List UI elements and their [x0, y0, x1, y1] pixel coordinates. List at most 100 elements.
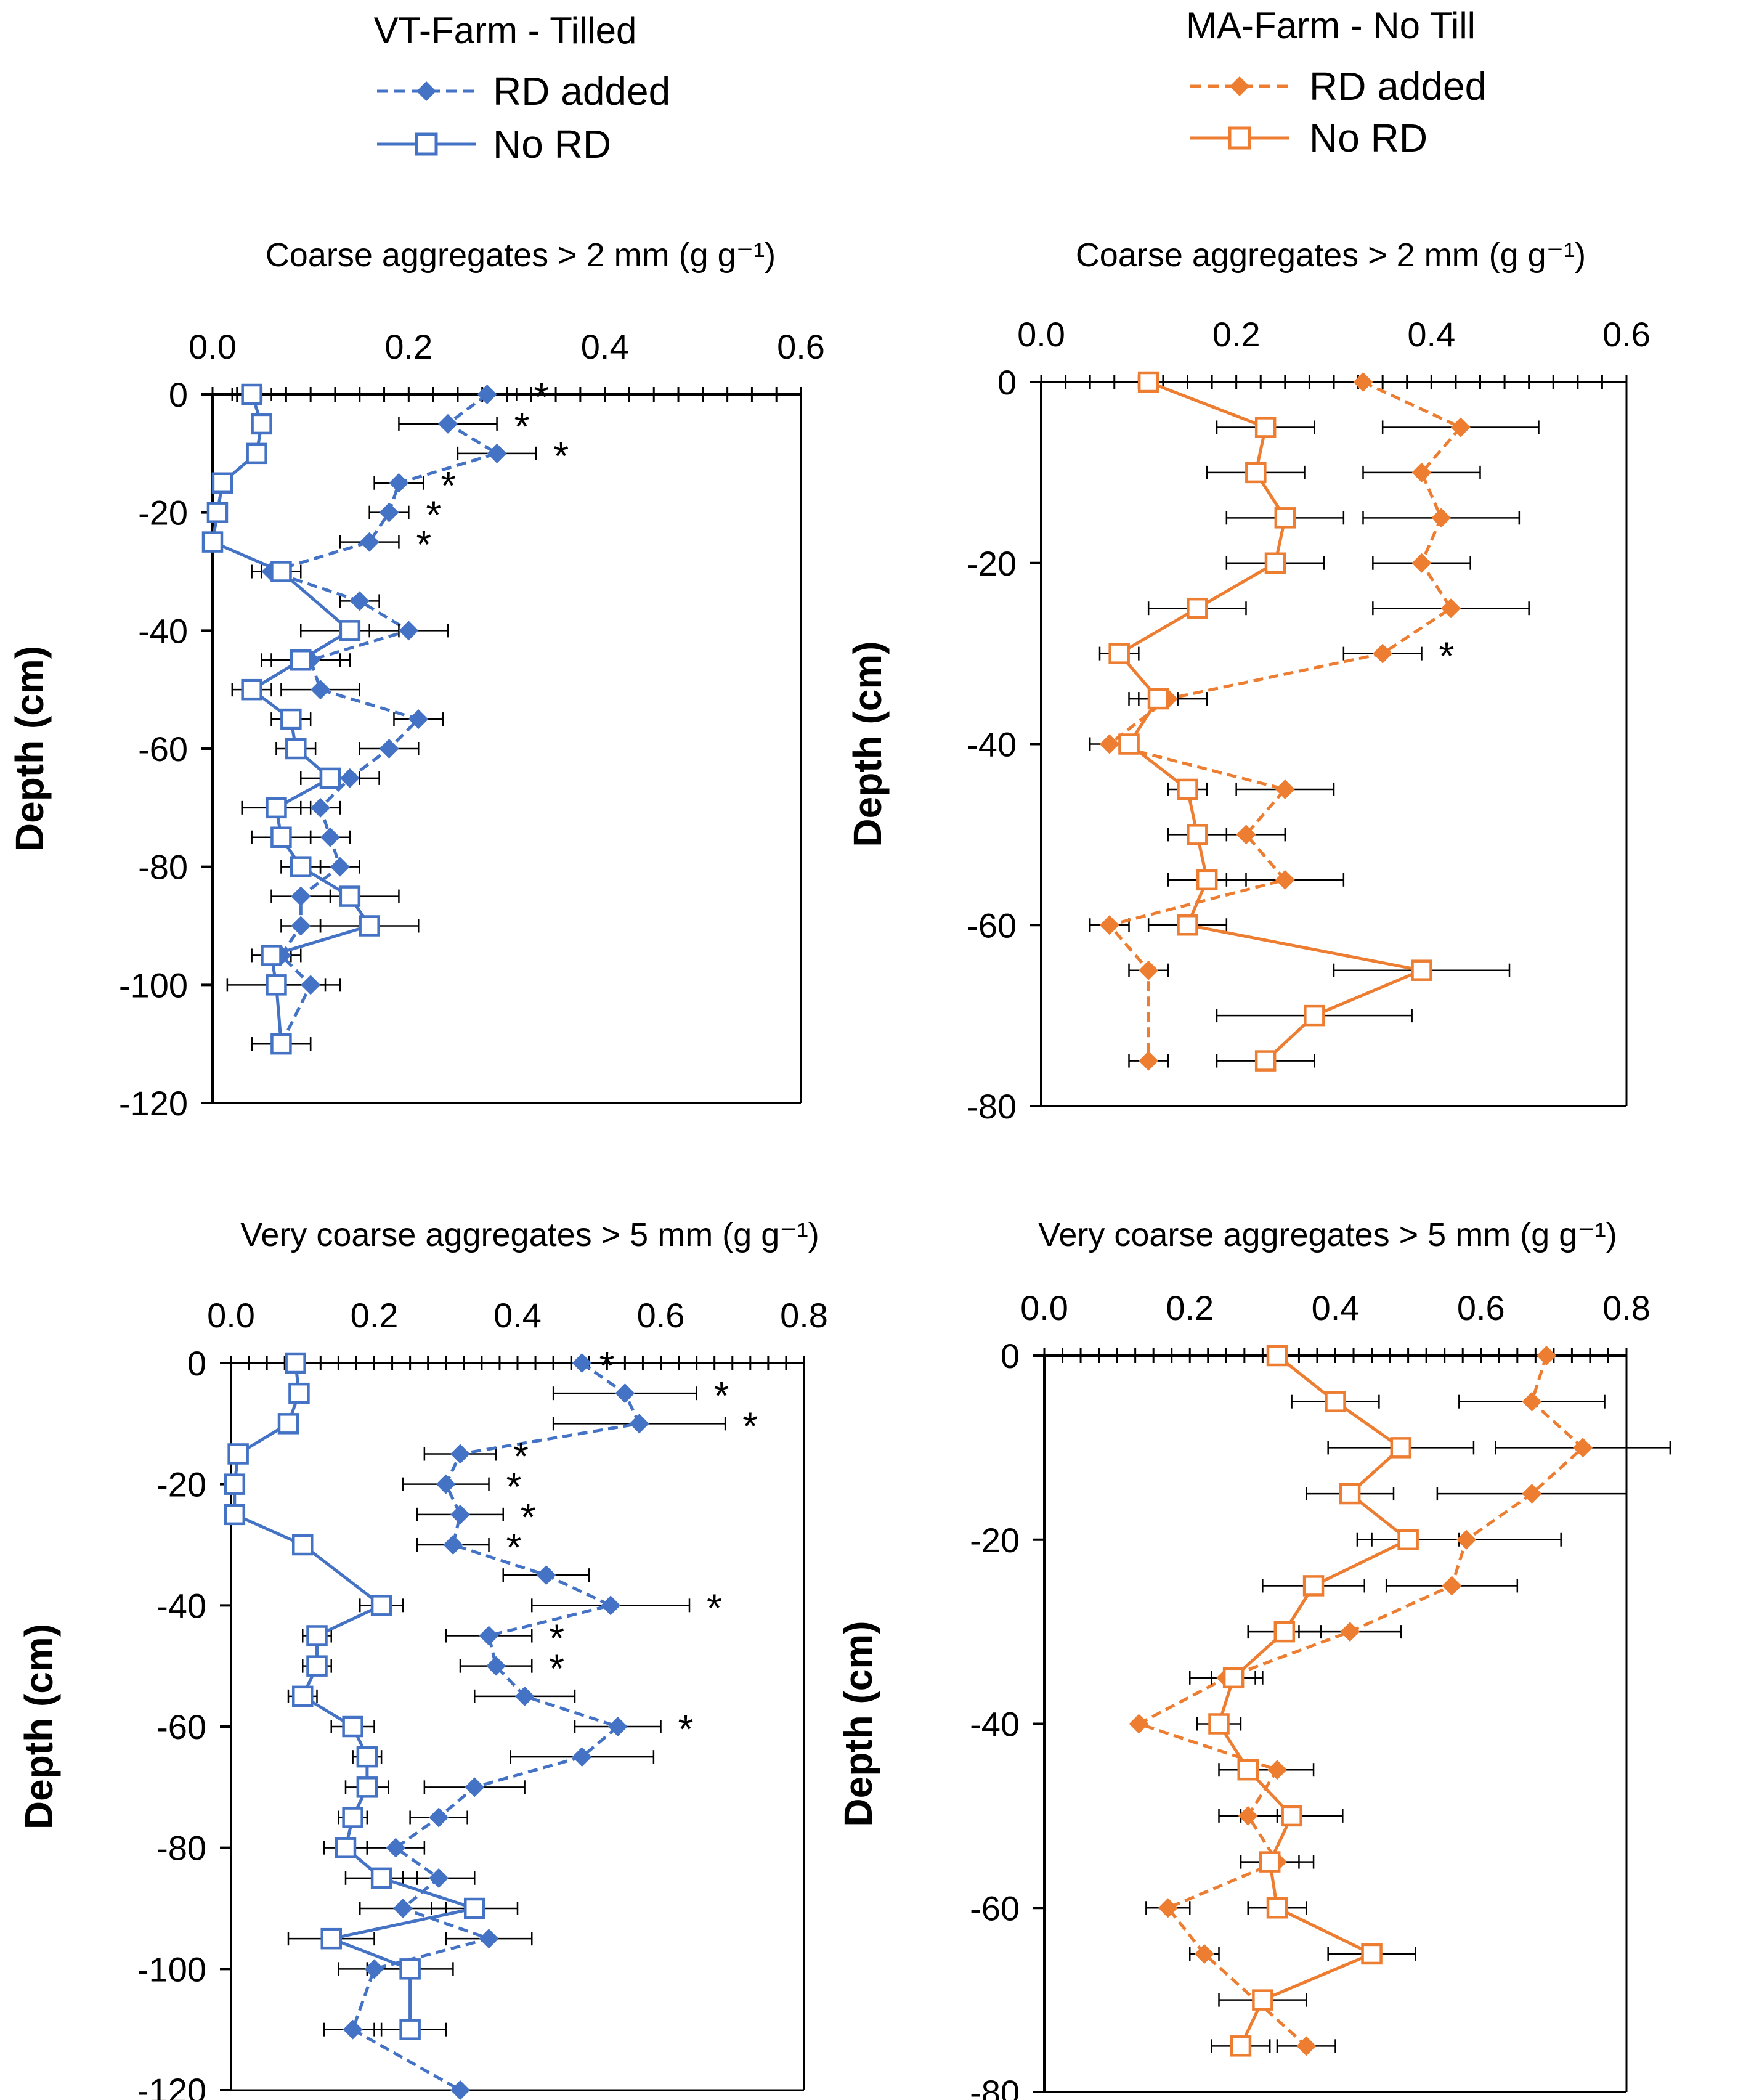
vt-coarse-no-rd-point: [290, 856, 312, 877]
ma-very-coarse-x-tick-label: 0.0: [1020, 1288, 1068, 1327]
ma-coarse-no-rd-point: [1118, 733, 1140, 755]
vt-very-coarse-y-tick-label: 0: [187, 1344, 206, 1383]
vt-coarse-rd-added-point: [291, 886, 311, 906]
vt-coarse-no-rd-point: [201, 531, 224, 553]
vt-very-coarse-y-tick-label: -80: [156, 1829, 206, 1868]
ma-very-coarse-x-tick-label: 0.4: [1312, 1288, 1360, 1327]
vt-coarse-no-rd-point: [206, 502, 229, 523]
vt-legend: RD added No RD: [377, 69, 670, 166]
vt-coarse-x-tick-label: 0.2: [384, 327, 432, 366]
vt-coarse-no-rd-point: [261, 945, 282, 966]
vt-very-coarse-x-tick-label: 0.2: [351, 1296, 399, 1335]
vt-coarse-y-tick-label: -20: [138, 494, 188, 532]
ma-coarse-no-rd-point: [1254, 1050, 1277, 1072]
vt-very-coarse-no-rd-point: [464, 1897, 485, 1919]
vt-very-coarse-significance-star: *: [599, 1343, 615, 1388]
vt-very-coarse-rd-added-point: [514, 1686, 535, 1706]
vt-farm-title: VT-Farm - Tilled: [374, 10, 637, 51]
vt-legend-diamond-marker: [416, 81, 436, 101]
vt-very-coarse-rd-added-point: [572, 1353, 592, 1373]
ma-very-coarse-rd-added-point: [1537, 1346, 1557, 1365]
ma-coarse-rd-added-point: [1139, 960, 1159, 980]
ma-very-coarse-y-tick-label: 0: [1001, 1337, 1020, 1375]
vt-very-coarse-no-rd-point: [399, 2019, 421, 2040]
ma-very-coarse-rd-added-point: [1456, 1529, 1477, 1550]
ma-very-coarse-x-tick-label: 0.2: [1166, 1288, 1214, 1327]
ma-coarse-no-rd-point: [1245, 462, 1267, 484]
ma-very-coarse-rd-added-point: [1267, 1760, 1287, 1780]
ma-coarse-y-label: Depth (cm): [845, 641, 890, 847]
ma-coarse-x-tick-label: 0.0: [1017, 315, 1065, 354]
ma-very-coarse-no-rd-point: [1390, 1437, 1412, 1459]
ma-very-coarse-no-rd-point: [1252, 1989, 1273, 2011]
ma-coarse-no-rd-point: [1108, 643, 1130, 664]
vt-coarse-no-rd-point: [285, 738, 307, 760]
vt-coarse-no-rd-point: [359, 915, 380, 937]
vt-very-coarse-rd-added-point: [393, 1899, 413, 1918]
vt-very-coarse-significance-star: *: [678, 1707, 694, 1751]
vt-very-coarse-no-rd-point: [370, 1867, 392, 1889]
ma-very-coarse-y-label: Depth (cm): [836, 1621, 880, 1826]
ma-coarse-y-tick-label: -40: [967, 725, 1017, 764]
ma-very-coarse-y-tick-label: -80: [970, 2073, 1020, 2100]
ma-coarse-panel: Coarse aggregates > 2 mm (g g⁻¹) Depth (c…: [845, 237, 1651, 1126]
ma-legend-square-marker: [1228, 126, 1251, 150]
ma-very-coarse-no-rd-point: [1361, 1943, 1383, 1965]
vt-coarse-y-tick-label: -40: [138, 611, 188, 650]
vt-very-coarse-rd-added-point: [436, 1474, 456, 1494]
vt-coarse-significance-star: *: [426, 493, 441, 537]
vt-very-coarse-x-tick-label: 0.0: [207, 1296, 255, 1335]
ma-very-coarse-rd-added-point: [1129, 1714, 1149, 1734]
vt-coarse-rd-added-point: [301, 975, 321, 995]
vt-coarse-rd-added-point: [399, 621, 419, 641]
ma-very-coarse-no-rd-point: [1259, 1851, 1281, 1873]
ma-very-coarse-panel: Very coarse aggregates > 5 mm (g g⁻¹) Dep…: [836, 1216, 1671, 2100]
vt-coarse-rd-added-point: [311, 797, 331, 818]
vt-legend-nord-label: No RD: [493, 122, 611, 166]
vt-very-coarse-x-tick-label: 0.8: [780, 1296, 828, 1335]
vt-very-coarse-no-rd-series-line: [233, 1362, 481, 2030]
ma-coarse-rd-added-point: [1275, 779, 1295, 799]
vt-very-coarse-rd-added-point: [615, 1383, 635, 1404]
vt-very-coarse-rd-added-point: [465, 1777, 485, 1797]
ma-legend-diamond-marker: [1230, 76, 1249, 96]
ma-coarse-no-rd-point: [1147, 688, 1169, 710]
vt-coarse-no-rd-point: [211, 472, 233, 494]
ma-coarse-no-rd-point: [1187, 597, 1208, 619]
ma-very-coarse-no-rd-point: [1266, 1897, 1288, 1919]
vt-coarse-no-rd-point: [290, 649, 312, 671]
vt-very-coarse-no-rd-point: [224, 1504, 246, 1526]
vt-very-coarse-y-tick-label: -60: [156, 1707, 206, 1746]
vt-very-coarse-no-rd-point: [292, 1685, 314, 1707]
vt-very-coarse-rd-added-point: [429, 1807, 449, 1828]
vt-very-coarse-no-rd-point: [306, 1625, 328, 1646]
vt-coarse-rd-added-point: [379, 739, 399, 759]
vt-very-coarse-y-label: Depth (cm): [17, 1624, 61, 1829]
vt-very-coarse-significance-star: *: [506, 1465, 522, 1509]
vt-very-coarse-no-rd-point: [227, 1443, 249, 1465]
ma-coarse-no-rd-point: [1196, 869, 1218, 891]
ma-coarse-no-rd-point: [1254, 417, 1277, 438]
ma-very-coarse-no-rd-point: [1222, 1667, 1245, 1689]
ma-coarse-y-tick-label: -80: [967, 1087, 1017, 1126]
ma-coarse-no-rd-point: [1177, 914, 1198, 936]
vt-very-coarse-rd-added-point: [536, 1565, 556, 1585]
ma-coarse-y-tick-label: -60: [967, 906, 1017, 945]
vt-very-coarse-rd-added-point: [601, 1595, 621, 1616]
ma-coarse-x-tick-label: 0.6: [1602, 315, 1651, 354]
ma-legend: RD added No RD: [1190, 64, 1487, 160]
ma-coarse-no-rd-point: [1274, 507, 1296, 529]
vt-very-coarse-no-rd-point: [399, 1958, 421, 1980]
ma-coarse-y-tick-label: 0: [997, 363, 1017, 402]
ma-very-coarse-no-rd-point: [1281, 1805, 1302, 1827]
ma-very-coarse-rd-added-point: [1158, 1898, 1178, 1918]
vt-coarse-x-tick-label: 0.4: [581, 327, 629, 366]
ma-very-coarse-axis-title: Very coarse aggregates > 5 mm (g g⁻¹): [1038, 1216, 1617, 1253]
vt-very-coarse-no-rd-point: [335, 1837, 357, 1858]
vt-coarse-no-rd-point: [246, 442, 267, 465]
ma-very-coarse-no-rd-point: [1339, 1483, 1361, 1505]
vt-very-coarse-y-tick-label: -120: [137, 2071, 206, 2100]
ma-very-coarse-rd-added-point: [1522, 1391, 1542, 1412]
vt-very-coarse-significance-star: *: [742, 1404, 758, 1448]
ma-legend-rd-label: RD added: [1309, 64, 1487, 108]
